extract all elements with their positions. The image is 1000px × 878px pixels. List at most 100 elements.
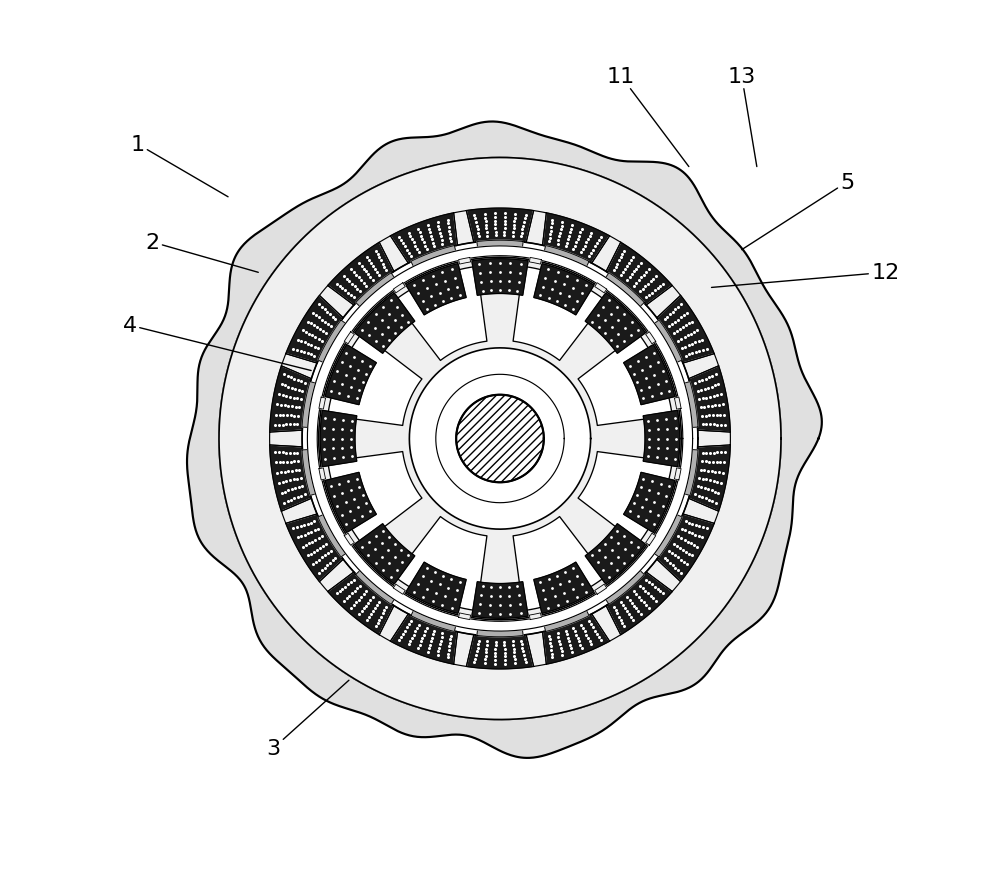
Polygon shape	[657, 515, 714, 582]
Polygon shape	[526, 632, 546, 666]
Polygon shape	[393, 585, 405, 594]
Polygon shape	[595, 284, 607, 293]
Polygon shape	[682, 382, 698, 428]
Polygon shape	[592, 606, 621, 642]
Polygon shape	[534, 563, 594, 614]
Polygon shape	[682, 450, 698, 496]
Polygon shape	[646, 333, 656, 344]
Polygon shape	[344, 333, 354, 344]
Polygon shape	[456, 395, 544, 483]
Polygon shape	[395, 267, 487, 361]
Polygon shape	[219, 158, 781, 720]
Polygon shape	[529, 258, 541, 265]
Polygon shape	[544, 608, 589, 632]
Polygon shape	[466, 209, 534, 243]
Polygon shape	[409, 349, 591, 529]
Polygon shape	[592, 236, 621, 272]
Polygon shape	[328, 572, 394, 635]
Text: 13: 13	[728, 67, 757, 168]
Polygon shape	[529, 613, 541, 620]
Polygon shape	[393, 284, 405, 293]
Polygon shape	[578, 334, 672, 426]
Polygon shape	[379, 606, 408, 642]
Polygon shape	[674, 468, 681, 480]
Polygon shape	[646, 559, 681, 592]
Text: 1: 1	[130, 134, 228, 198]
Polygon shape	[356, 570, 395, 605]
Polygon shape	[406, 264, 466, 315]
Polygon shape	[328, 243, 394, 306]
Polygon shape	[319, 398, 326, 410]
Polygon shape	[674, 398, 681, 410]
Polygon shape	[318, 320, 347, 363]
Polygon shape	[219, 158, 781, 720]
Text: 5: 5	[742, 172, 855, 250]
Polygon shape	[459, 613, 471, 620]
Polygon shape	[472, 582, 528, 619]
Polygon shape	[302, 450, 318, 496]
Polygon shape	[328, 334, 422, 426]
Polygon shape	[526, 212, 546, 246]
Polygon shape	[390, 615, 458, 665]
Polygon shape	[578, 452, 672, 544]
Polygon shape	[585, 524, 645, 584]
Polygon shape	[187, 122, 822, 758]
Polygon shape	[319, 286, 354, 319]
Polygon shape	[320, 411, 357, 467]
Polygon shape	[683, 499, 719, 523]
Polygon shape	[411, 246, 456, 270]
Polygon shape	[606, 572, 672, 635]
Text: 11: 11	[607, 67, 689, 168]
Polygon shape	[606, 243, 672, 306]
Polygon shape	[328, 452, 422, 544]
Polygon shape	[286, 515, 343, 582]
Polygon shape	[319, 468, 326, 480]
Polygon shape	[318, 515, 347, 558]
Polygon shape	[466, 635, 534, 669]
Polygon shape	[302, 241, 698, 637]
Polygon shape	[689, 366, 730, 433]
Polygon shape	[653, 320, 682, 363]
Polygon shape	[513, 267, 605, 361]
Polygon shape	[459, 258, 471, 265]
Polygon shape	[270, 445, 311, 512]
Polygon shape	[307, 247, 693, 631]
Polygon shape	[355, 524, 415, 584]
Polygon shape	[411, 608, 456, 632]
Polygon shape	[477, 628, 523, 637]
Polygon shape	[653, 515, 682, 558]
Polygon shape	[698, 431, 730, 447]
Polygon shape	[325, 473, 376, 533]
Polygon shape	[302, 382, 318, 428]
Polygon shape	[624, 345, 675, 405]
Polygon shape	[646, 286, 681, 319]
Polygon shape	[454, 212, 474, 246]
Text: 3: 3	[266, 680, 349, 759]
Polygon shape	[319, 258, 681, 620]
Polygon shape	[683, 355, 719, 379]
Polygon shape	[542, 213, 610, 263]
Polygon shape	[657, 296, 714, 363]
Polygon shape	[270, 366, 311, 433]
Polygon shape	[477, 241, 523, 250]
Polygon shape	[325, 345, 376, 405]
Polygon shape	[595, 585, 607, 594]
Polygon shape	[605, 570, 644, 605]
Polygon shape	[281, 355, 317, 379]
Polygon shape	[286, 296, 343, 363]
Polygon shape	[624, 473, 675, 533]
Polygon shape	[689, 445, 730, 512]
Polygon shape	[542, 615, 610, 665]
Polygon shape	[355, 294, 415, 354]
Polygon shape	[270, 431, 302, 447]
Text: 2: 2	[145, 233, 258, 273]
Polygon shape	[472, 259, 528, 296]
Polygon shape	[454, 632, 474, 666]
Polygon shape	[513, 517, 605, 611]
Polygon shape	[585, 294, 645, 354]
Text: 12: 12	[712, 263, 899, 288]
Polygon shape	[344, 534, 354, 545]
Polygon shape	[605, 273, 644, 308]
Polygon shape	[319, 559, 354, 592]
Polygon shape	[356, 273, 395, 308]
